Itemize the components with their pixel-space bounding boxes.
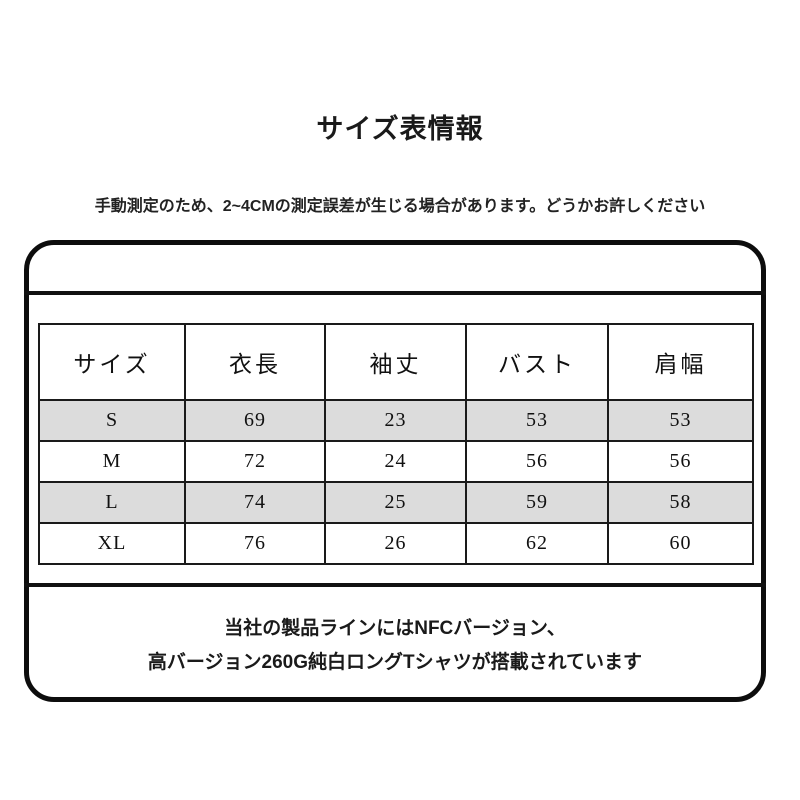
cell-length: 74	[184, 481, 326, 524]
page-title: サイズ表情報	[316, 114, 484, 144]
panel-divider-top	[24, 291, 766, 295]
table-row: S 69 23 53 53	[38, 399, 754, 442]
cell-size: L	[38, 481, 186, 524]
cell-sleeve: 24	[324, 440, 467, 483]
measurement-disclaimer: 手動測定のため、2~4CMの測定誤差が生じる場合があります。どうかお許しください	[94, 198, 706, 215]
cell-bust: 56	[465, 440, 609, 483]
cell-bust: 62	[465, 522, 609, 565]
cell-shoulder: 58	[607, 481, 754, 524]
cell-size: M	[38, 440, 186, 483]
cell-shoulder: 56	[607, 440, 754, 483]
cell-sleeve: 26	[324, 522, 467, 565]
product-line-note-line2: 高バージョン260G純白ロングTシャツが搭載されています	[147, 652, 643, 673]
table-row: M 72 24 56 56	[38, 440, 754, 483]
table-header-row: サイズ 衣長 袖丈 バスト 肩幅	[38, 323, 754, 401]
cell-size: S	[38, 399, 186, 442]
cell-bust: 59	[465, 481, 609, 524]
cell-length: 69	[184, 399, 326, 442]
cell-bust: 53	[465, 399, 609, 442]
cell-length: 72	[184, 440, 326, 483]
table-row: XL 76 26 62 60	[38, 522, 754, 565]
cell-sleeve: 25	[324, 481, 467, 524]
table-row: L 74 25 59 58	[38, 481, 754, 524]
column-header-bust: バスト	[465, 323, 609, 401]
panel-divider-bottom	[24, 583, 766, 587]
cell-shoulder: 53	[607, 399, 754, 442]
cell-shoulder: 60	[607, 522, 754, 565]
column-header-sleeve: 袖丈	[324, 323, 467, 401]
size-table: サイズ 衣長 袖丈 バスト 肩幅 S 69 23 53 53 M 72 24 5…	[38, 323, 754, 565]
product-line-note: 当社の製品ラインにはNFCバージョン、 高バージョン260G純白ロングTシャツが…	[34, 612, 756, 680]
cell-sleeve: 23	[324, 399, 467, 442]
column-header-size: サイズ	[38, 323, 186, 401]
cell-length: 76	[184, 522, 326, 565]
column-header-length: 衣長	[184, 323, 326, 401]
cell-size: XL	[38, 522, 186, 565]
column-header-shoulder: 肩幅	[607, 323, 754, 401]
product-line-note-line1: 当社の製品ラインにはNFCバージョン、	[224, 618, 566, 639]
